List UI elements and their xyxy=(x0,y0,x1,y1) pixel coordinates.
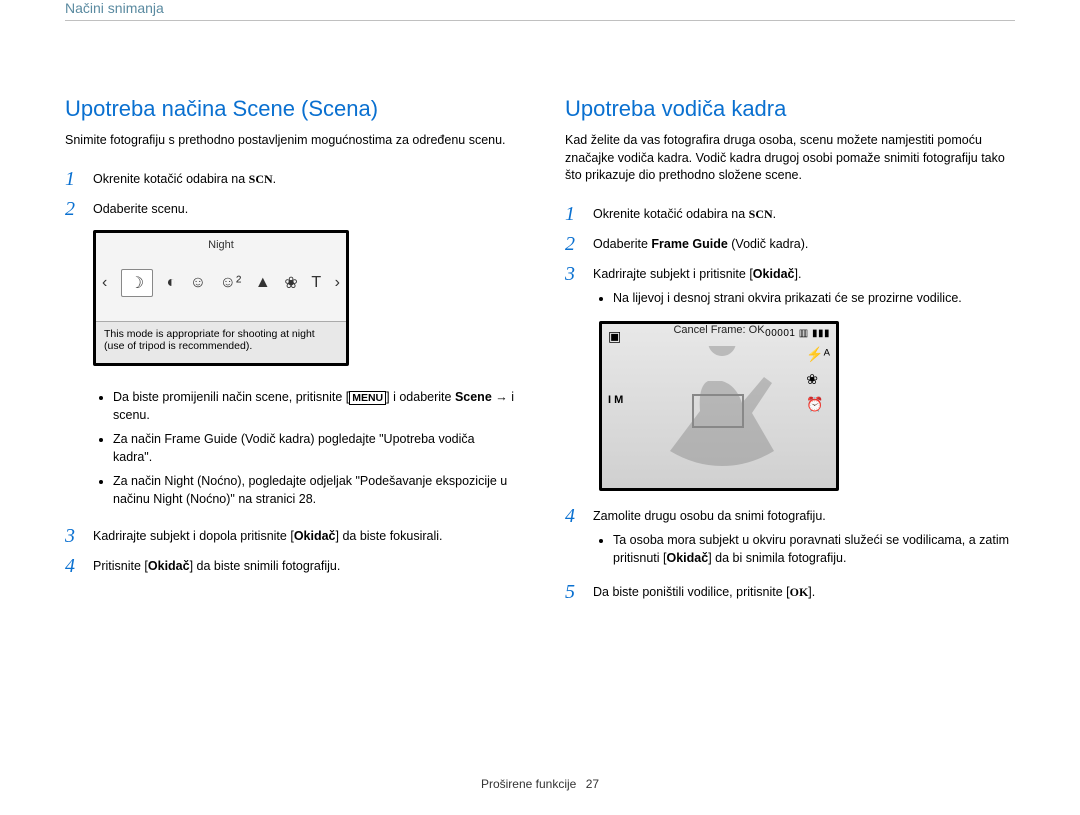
bold-text: Okidač xyxy=(148,559,190,573)
left-step-2-notes: Da biste promijenili način scene, pritis… xyxy=(65,380,515,515)
note-item: Za način Night (Noćno), pogledajte odjel… xyxy=(113,472,515,508)
counter-area: 00001 ▥ ▮▮▮ xyxy=(765,328,830,339)
step-number: 4 xyxy=(565,505,583,573)
text: Zamolite drugu osobu da snimi fotografij… xyxy=(593,509,826,523)
scene-lcd-top: Night ‹ ☽ ◐ ☺ ☺² ▲ ❀ T › xyxy=(96,233,346,321)
step-text: Okrenite kotačić odabira na SCN. xyxy=(93,168,276,190)
right-step-1: 1 Okrenite kotačić odabira na SCN. xyxy=(565,203,1015,225)
step-text: Kadrirajte subjekt i dopola pritisnite [… xyxy=(93,525,443,547)
person-silhouette-icon xyxy=(642,346,802,466)
text: . xyxy=(273,172,276,186)
text: ] da biste snimili fotografiju. xyxy=(190,559,341,573)
bold-text: Okidač xyxy=(667,551,709,565)
battery-icon: ▮▮▮ xyxy=(812,328,830,339)
step-text: Kadrirajte subjekt i pritisnite [Okidač]… xyxy=(593,263,962,313)
step-number: 2 xyxy=(65,198,83,220)
text: Pritisnite [ xyxy=(93,559,148,573)
step-text: Odaberite Frame Guide (Vodič kadra). xyxy=(593,233,808,255)
face-icon: ☺ xyxy=(190,274,206,292)
scn-label: SCN xyxy=(749,207,773,221)
ok-label: OK xyxy=(790,585,809,599)
step-text: Odaberite scenu. xyxy=(93,198,188,220)
step-number: 5 xyxy=(565,581,583,603)
note-item: Za način Frame Guide (Vodič kadra) pogle… xyxy=(113,430,515,466)
page-number: 27 xyxy=(586,777,599,791)
breadcrumb: Načini snimanja xyxy=(65,0,1015,21)
night-icon: ☽ xyxy=(121,269,153,297)
faces-icon: ☺² xyxy=(220,274,242,292)
right-step-4: 4 Zamolite drugu osobu da snimi fotograf… xyxy=(565,505,1015,573)
macro-icon: ❀ xyxy=(806,371,830,388)
text: Okrenite kotačić odabira na xyxy=(593,207,749,221)
bold-text: Scene xyxy=(455,390,492,404)
right-step-5: 5 Da biste poništili vodilice, pritisnit… xyxy=(565,581,1015,603)
left-step-3: 3 Kadrirajte subjekt i dopola pritisnite… xyxy=(65,525,515,547)
step-number: 4 xyxy=(65,555,83,577)
left-column: Upotreba načina Scene (Scena) Snimite fo… xyxy=(65,96,515,611)
notes-body: Da biste promijenili način scene, pritis… xyxy=(93,380,515,515)
right-step-3: 3 Kadrirajte subjekt i pritisnite [Okida… xyxy=(565,263,1015,313)
scene-icon-row: ‹ ☽ ◐ ☺ ☺² ▲ ❀ T › xyxy=(96,269,346,297)
left-step-2: 2 Odaberite scenu. xyxy=(65,198,515,220)
bold-text: Okidač xyxy=(753,267,795,281)
frameguide-lcd: ▣ 00001 ▥ ▮▮▮ ⚡ᴬ ❀ ⏰ I M Cancel Frame: O… xyxy=(599,321,839,491)
frame-icon: ▣ xyxy=(608,328,621,345)
right-section-title: Upotreba vodiča kadra xyxy=(565,96,1015,122)
step-number: 1 xyxy=(65,168,83,190)
text: ] da biste fokusirali. xyxy=(336,529,443,543)
halfmoon-icon: ◐ xyxy=(166,274,176,292)
right-column: Upotreba vodiča kadra Kad želite da vas … xyxy=(565,96,1015,611)
left-step-1: 1 Okrenite kotačić odabira na SCN. xyxy=(65,168,515,190)
right-side-icons: ⚡ᴬ ❀ ⏰ xyxy=(806,346,830,413)
timer-icon: ⏰ xyxy=(806,396,830,413)
sub-note: Na lijevoj i desnoj strani okvira prikaz… xyxy=(613,289,962,307)
text: ] da bi snimila fotografiju. xyxy=(708,551,846,565)
step-number: 3 xyxy=(565,263,583,313)
left-section-title: Upotreba načina Scene (Scena) xyxy=(65,96,515,122)
text: Da biste promijenili način scene, pritis… xyxy=(113,390,349,404)
sub-note: Ta osoba mora subjekt u okviru poravnati… xyxy=(613,531,1015,567)
left-intro: Snimite fotografiju s prethodno postavlj… xyxy=(65,132,515,150)
step-number: 2 xyxy=(565,233,583,255)
size-label: I M xyxy=(608,394,623,406)
chevron-left-icon: ‹ xyxy=(102,274,107,292)
chevron-right-icon: › xyxy=(335,274,340,292)
step-text: Zamolite drugu osobu da snimi fotografij… xyxy=(593,505,1015,573)
text: ] i odaberite xyxy=(386,390,455,404)
text: ]. xyxy=(794,267,801,281)
right-intro: Kad želite da vas fotografira druga osob… xyxy=(565,132,1015,185)
scene-mode-label: Night xyxy=(96,239,346,251)
text-icon: T xyxy=(311,274,321,292)
step-number: 3 xyxy=(65,525,83,547)
scn-label: SCN xyxy=(249,172,273,186)
flash-icon: ⚡ᴬ xyxy=(806,346,830,363)
text: . xyxy=(773,207,776,221)
step-text: Da biste poništili vodilice, pritisnite … xyxy=(593,581,815,603)
step-text: Pritisnite [Okidač] da biste snimili fot… xyxy=(93,555,340,577)
note-item: Da biste promijenili način scene, pritis… xyxy=(113,388,515,424)
text: Kadrirajte subjekt i dopola pritisnite [ xyxy=(93,529,294,543)
bold-text: Frame Guide xyxy=(651,237,727,251)
flower-icon: ❀ xyxy=(284,273,297,293)
page-body: Upotreba načina Scene (Scena) Snimite fo… xyxy=(0,21,1080,641)
footer-label: Proširene funkcije xyxy=(481,777,576,791)
right-step-2: 2 Odaberite Frame Guide (Vodič kadra). xyxy=(565,233,1015,255)
text: Da biste poništili vodilice, pritisnite … xyxy=(593,585,790,599)
step-number: 1 xyxy=(565,203,583,225)
step-text: Okrenite kotačić odabira na SCN. xyxy=(593,203,776,225)
left-step-4: 4 Pritisnite [Okidač] da biste snimili f… xyxy=(65,555,515,577)
mountain-icon: ▲ xyxy=(255,274,271,292)
text: Kadrirajte subjekt i pritisnite [ xyxy=(593,267,753,281)
counter: 00001 xyxy=(765,328,795,339)
text: Okrenite kotačić odabira na xyxy=(93,172,249,186)
bold-text: Okidač xyxy=(294,529,336,543)
menu-button-label: MENU xyxy=(349,391,386,405)
scene-mode-desc: This mode is appropriate for shooting at… xyxy=(96,321,346,363)
text: ]. xyxy=(808,585,815,599)
scene-lcd: Night ‹ ☽ ◐ ☺ ☺² ▲ ❀ T › This mode is ap… xyxy=(93,230,349,366)
page-footer: Proširene funkcije 27 xyxy=(0,777,1080,791)
text: Odaberite xyxy=(593,237,651,251)
text: (Vodič kadra). xyxy=(728,237,809,251)
sd-icon: ▥ xyxy=(799,328,809,339)
